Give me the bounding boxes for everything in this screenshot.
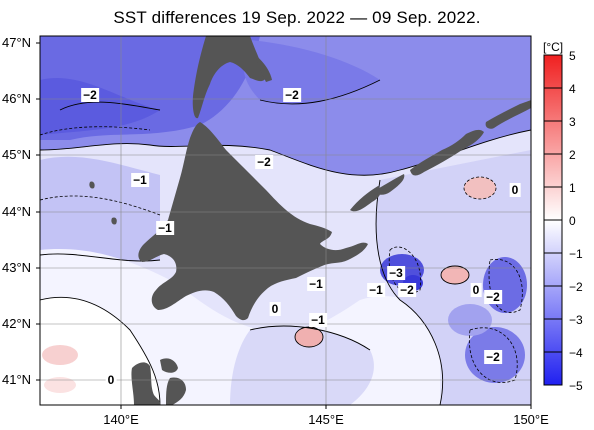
contour-label: −2 [81,88,99,102]
lat-label-43: 43°N [2,260,32,275]
contour-label: −2 [398,283,416,297]
colorbar-tick: 2 [569,148,576,162]
contour-label: −3 [387,266,405,280]
map-title: SST differences 19 Sep. 2022 — 09 Sep. 2… [113,8,481,27]
contour-label: −2 [255,155,273,169]
contour-label: −2 [283,88,301,102]
contour-label: −1 [156,221,174,235]
contour-label: −1 [309,313,327,327]
contour-label: −2 [484,350,502,364]
lat-label-42: 42°N [2,316,32,331]
land [89,36,531,405]
contour-label: −1 [131,173,149,187]
lat-label-45: 45°N [2,147,32,162]
contour-label: −2 [484,290,502,304]
axis-ticks [36,42,532,409]
lon-label-140: 140°E [103,412,139,427]
colorbar-tick: 4 [569,82,576,96]
lat-label-46: 46°N [2,91,32,106]
colorbar-tick: −3 [569,313,583,327]
colorbar-unit: [°C] [543,40,564,54]
contour-label: −1 [367,283,385,297]
colorbar-tick: −5 [569,379,583,393]
contour-label: −1 [307,277,325,291]
lon-label-150: 150°E [513,412,549,427]
colorbar-tick: 3 [569,115,576,129]
contour-label: 0 [105,373,117,387]
contour-label: 0 [269,302,281,316]
colorbar-tick: −1 [569,247,583,261]
colorbar-tick: −2 [569,280,583,294]
colorbar-tick: 5 [569,49,576,63]
contour-label: 0 [509,183,521,197]
lat-label-41: 41°N [2,372,32,387]
colorbar [543,54,563,386]
contour-label: 0 [470,283,482,297]
lat-label-47: 47°N [2,35,32,50]
graticule [40,36,531,405]
map-frame [39,35,532,406]
sst-field [40,36,531,405]
lat-label-44: 44°N [2,204,32,219]
colorbar-tick: 1 [569,181,576,195]
colorbar-tick: −4 [569,346,583,360]
colorbar-tick: 0 [569,214,576,228]
lon-label-145: 145°E [308,412,344,427]
